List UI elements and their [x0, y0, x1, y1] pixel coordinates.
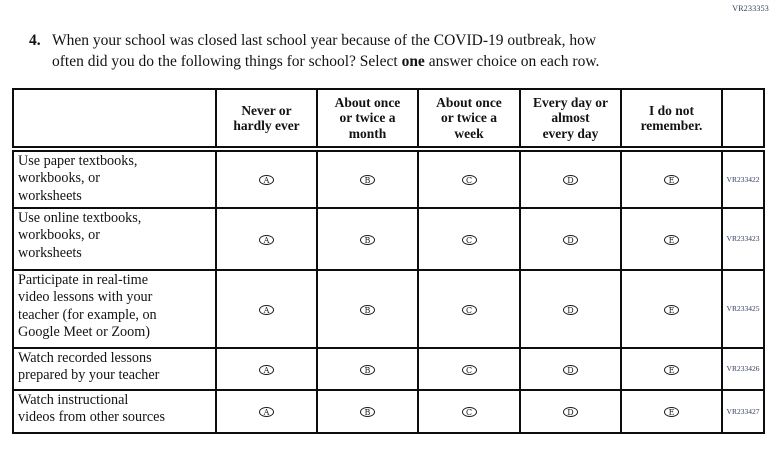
- answer-cell: E: [620, 388, 723, 434]
- bubble-option-b[interactable]: B: [360, 364, 375, 375]
- answer-cell: D: [519, 268, 622, 349]
- answer-cell: A: [215, 388, 318, 434]
- bubble-option-a[interactable]: A: [259, 234, 274, 245]
- question-text: When your school was closed last school …: [52, 30, 599, 72]
- bubble-option-a[interactable]: A: [259, 407, 274, 418]
- question-number: 4.: [29, 32, 41, 49]
- bubble-option-a[interactable]: A: [259, 364, 274, 375]
- bubble-option-d[interactable]: D: [563, 364, 578, 375]
- row-label: Watch recorded lessons prepared by your …: [12, 346, 217, 391]
- answer-cell: C: [417, 268, 521, 349]
- answer-cell: C: [417, 346, 521, 391]
- form-code: VR233353: [732, 4, 769, 13]
- bubble-option-b[interactable]: B: [360, 304, 375, 315]
- row-label: Watch instructional videos from other so…: [12, 388, 217, 434]
- bubble-option-c[interactable]: C: [461, 407, 477, 418]
- answer-cell: C: [417, 206, 521, 271]
- bubble-option-e[interactable]: E: [664, 364, 679, 375]
- row-label: Use online textbooks, workbooks, or work…: [12, 206, 217, 271]
- bubble-option-c[interactable]: C: [461, 304, 477, 315]
- column-header-never: Never or hardly ever: [215, 88, 318, 150]
- row-code: VR233422: [721, 146, 765, 209]
- answer-cell: D: [519, 146, 622, 209]
- code-column-spacer: [721, 88, 765, 150]
- answer-cell: D: [519, 388, 622, 434]
- row-code: VR233423: [721, 206, 765, 271]
- bubble-option-e[interactable]: E: [664, 175, 679, 186]
- table-row: Participate in real-time video lessons w…: [12, 268, 765, 349]
- row-code: VR233426: [721, 346, 765, 391]
- bubble-option-d[interactable]: D: [563, 407, 578, 418]
- question-text-before: When your school was closed last school …: [52, 32, 597, 71]
- bubble-option-a[interactable]: A: [259, 304, 274, 315]
- column-header-every-day: Every day or almost every day: [519, 88, 622, 150]
- answer-cell: C: [417, 146, 521, 209]
- answer-cell: A: [215, 268, 318, 349]
- answer-cell: B: [316, 146, 419, 209]
- answer-cell: A: [215, 206, 318, 271]
- table-row: Use online textbooks, workbooks, or work…: [12, 206, 765, 271]
- bubble-option-b[interactable]: B: [360, 175, 375, 186]
- answer-cell: D: [519, 206, 622, 271]
- bubble-option-d[interactable]: D: [563, 175, 578, 186]
- bubble-option-b[interactable]: B: [360, 234, 375, 245]
- answer-cell: D: [519, 346, 622, 391]
- answer-cell: A: [215, 146, 318, 209]
- question-text-after: answer choice on each row.: [424, 53, 600, 71]
- answer-cell: B: [316, 268, 419, 349]
- bubble-option-a[interactable]: A: [259, 175, 274, 186]
- table-row: Watch recorded lessons prepared by your …: [12, 346, 765, 391]
- row-label: Use paper textbooks, workbooks, or works…: [12, 146, 217, 209]
- answer-cell: E: [620, 268, 723, 349]
- row-label-header-spacer: [12, 88, 217, 150]
- answer-cell: C: [417, 388, 521, 434]
- bubble-option-c[interactable]: C: [461, 175, 477, 186]
- answer-cell: B: [316, 388, 419, 434]
- bubble-option-d[interactable]: D: [563, 304, 578, 315]
- column-header-not-remember: I do not remember.: [620, 88, 723, 150]
- response-matrix-table: Never or hardly ever About once or twice…: [12, 88, 765, 434]
- table-row: Use paper textbooks, workbooks, or works…: [12, 146, 765, 209]
- answer-cell: E: [620, 346, 723, 391]
- bubble-option-e[interactable]: E: [664, 234, 679, 245]
- bubble-option-b[interactable]: B: [360, 407, 375, 418]
- column-header-once-twice-week: About once or twice a week: [417, 88, 521, 150]
- table-row: Watch instructional videos from other so…: [12, 388, 765, 434]
- column-header-once-twice-month: About once or twice a month: [316, 88, 419, 150]
- row-code: VR233425: [721, 268, 765, 349]
- bubble-option-e[interactable]: E: [664, 407, 679, 418]
- bubble-option-c[interactable]: C: [461, 364, 477, 375]
- answer-cell: E: [620, 146, 723, 209]
- answer-cell: B: [316, 346, 419, 391]
- answer-cell: B: [316, 206, 419, 271]
- question: 4. When your school was closed last scho…: [29, 30, 734, 72]
- header-row: Never or hardly ever About once or twice…: [12, 88, 765, 150]
- bubble-option-e[interactable]: E: [664, 304, 679, 315]
- answer-cell: E: [620, 206, 723, 271]
- question-bold-word: one: [401, 53, 425, 71]
- row-code: VR233427: [721, 388, 765, 434]
- bubble-option-c[interactable]: C: [461, 234, 477, 245]
- row-label: Participate in real-time video lessons w…: [12, 268, 217, 349]
- bubble-option-d[interactable]: D: [563, 234, 578, 245]
- answer-cell: A: [215, 346, 318, 391]
